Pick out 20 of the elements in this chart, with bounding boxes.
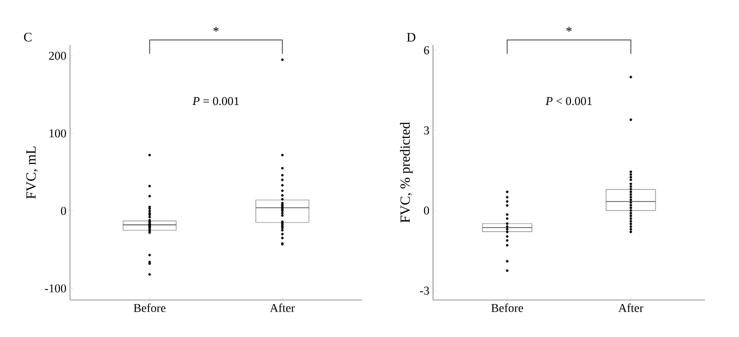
y-tick-label: 200	[49, 52, 66, 60]
x-tick-label: Before	[491, 304, 524, 312]
y-axis-title: FVC, mL	[26, 146, 38, 199]
y-axis-title: FVC, % predicted	[400, 122, 413, 223]
text: *	[566, 26, 572, 32]
y-tick-label: -100	[45, 284, 66, 292]
annotation: P < 0.001	[545, 97, 592, 106]
y-tick-label: 3	[424, 126, 430, 134]
y-tick-label: 0	[424, 206, 430, 215]
chart-title: C	[24, 32, 32, 42]
x-tick-label: After	[270, 304, 295, 312]
y-tick-label: 100	[50, 129, 66, 138]
y-tick-label: -3	[420, 286, 430, 295]
text: *	[213, 26, 219, 32]
chart-title: D	[406, 32, 416, 42]
x-tick-label: After	[618, 304, 644, 312]
y-tick-label: 0	[60, 206, 66, 215]
x-tick-label: Before	[134, 304, 166, 312]
y-tick-label: 6	[424, 46, 430, 54]
annotation: P = 0.001	[192, 97, 239, 106]
